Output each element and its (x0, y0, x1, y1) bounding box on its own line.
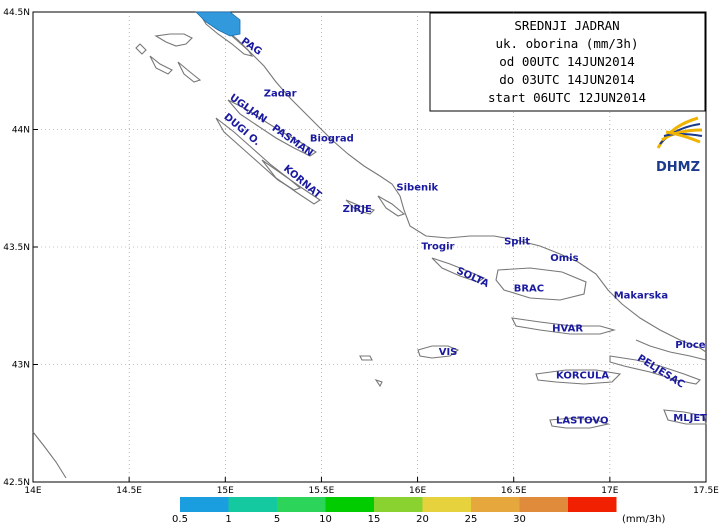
x-tick-label: 15E (217, 486, 234, 496)
legend-color-swatch (228, 497, 277, 512)
place-label: HVAR (552, 324, 583, 335)
legend-label: 5 (274, 514, 280, 525)
precipitation-area (195, 11, 241, 37)
place-label: Zadar (264, 89, 297, 100)
title-line-5: start 06UTC 12JUN2014 (488, 90, 646, 105)
title-line-2: uk. oborina (mm/3h) (496, 36, 639, 51)
x-tick-label: 17E (601, 486, 618, 496)
place-label: Omis (550, 253, 578, 264)
place-label: Makarska (614, 291, 668, 302)
y-tick-label: 42.5N (3, 478, 30, 488)
legend-label: 30 (513, 514, 526, 525)
graticule-grid (33, 12, 706, 482)
legend-color-swatch (471, 497, 520, 512)
y-tick-label: 43N (12, 361, 30, 371)
x-tick-label: 17.5E (693, 486, 719, 496)
title-line-1: SREDNJI JADRAN (514, 18, 619, 33)
dhmz-logo: DHMZ (656, 116, 703, 175)
y-tick-label: 43.5N (3, 243, 30, 253)
axis-ticks: 14E 14.5E 15E 15.5E 16E 16.5E 17E 17.5E 44.5N 44N… (3, 8, 719, 496)
legend-label: 1 (225, 514, 231, 525)
legend-label: 20 (416, 514, 429, 525)
legend-label: 25 (465, 514, 478, 525)
legend-color-swatch (325, 497, 374, 512)
x-tick-label: 14.5E (116, 486, 142, 496)
place-label: Trogir (421, 241, 454, 252)
place-label: MLJET (673, 413, 707, 424)
legend-color-swatch (519, 497, 568, 512)
legend-label: 15 (368, 514, 381, 525)
legend-color-swatch (180, 497, 229, 512)
place-label: VIS (439, 347, 458, 358)
place-label: KORCULA (556, 371, 609, 382)
precipitation-legend: 0.5 1 5 10 15 20 25 30 (172, 497, 617, 525)
legend-label: 10 (319, 514, 332, 525)
x-tick-label: 14E (24, 486, 41, 496)
legend-color-swatch (374, 497, 423, 512)
title-line-3: od 00UTC 14JUN2014 (499, 54, 634, 69)
place-label: BRAC (514, 284, 544, 295)
dhmz-sun-swirl-icon (656, 116, 703, 149)
x-tick-label: 15.5E (309, 486, 335, 496)
place-label: Split (504, 237, 530, 248)
legend-color-swatch (277, 497, 326, 512)
title-box: SREDNJI JADRAN uk. oborina (mm/3h) od 00… (429, 12, 706, 112)
place-label: ZIRJE (343, 204, 372, 215)
y-tick-label: 44N (12, 126, 30, 136)
legend-color-swatch (568, 497, 617, 512)
legend-color-swatch (422, 497, 471, 512)
legend-unit: (mm/3h) (622, 514, 665, 525)
legend-label: 0.5 (172, 514, 188, 525)
place-label: Sibenik (396, 183, 438, 194)
place-label: LASTOVO (556, 415, 608, 426)
coastline (32, 11, 707, 479)
x-tick-label: 16.5E (501, 486, 527, 496)
title-line-4: do 03UTC 14JUN2014 (499, 72, 634, 87)
dhmz-logo-text: DHMZ (656, 160, 700, 175)
x-tick-label: 16E (409, 486, 426, 496)
y-tick-label: 44.5N (3, 8, 30, 18)
place-label: Ploce (675, 340, 706, 351)
place-label: Biograd (310, 133, 354, 144)
